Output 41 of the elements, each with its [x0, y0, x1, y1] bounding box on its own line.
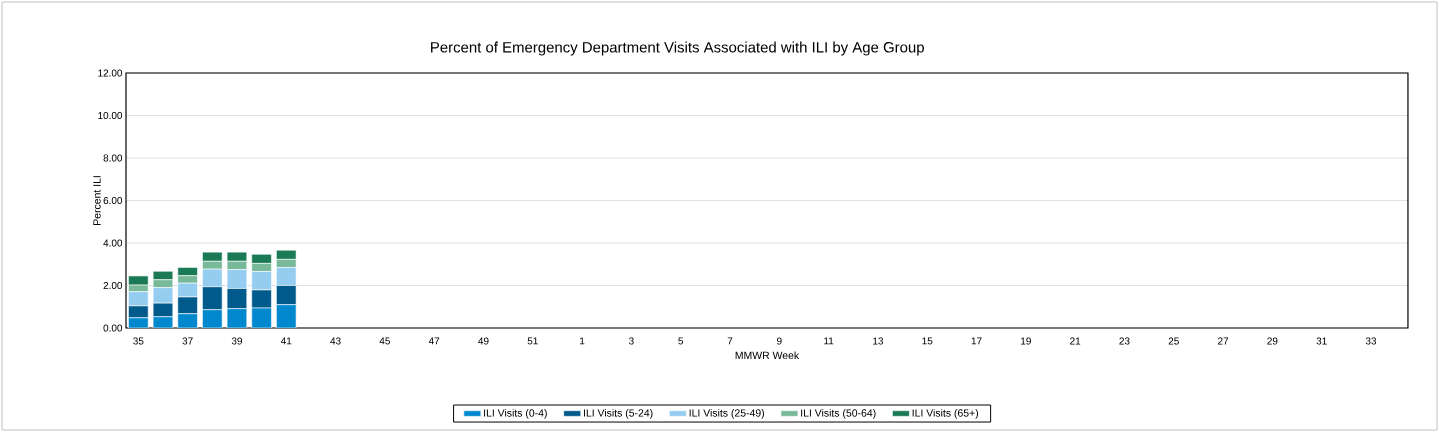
y-tick-label: 6.00	[103, 196, 123, 205]
x-tick-label: 41	[280, 337, 292, 345]
y-axis-title: Percent ILI	[93, 176, 101, 225]
x-tick-label: 39	[231, 337, 243, 345]
x-tick-label: 5	[678, 337, 684, 345]
legend-label: ILI Visits (5-24)	[583, 408, 653, 419]
x-tick-label: 37	[182, 337, 193, 345]
x-tick-label: 15	[922, 337, 933, 345]
legend-label: ILI Visits (65+)	[912, 408, 979, 419]
x-tick-label: 13	[873, 337, 884, 345]
y-tick-label: 0.00	[103, 324, 123, 332]
x-tick-label: 19	[1021, 337, 1031, 345]
x-tick-label: 31	[1316, 337, 1327, 345]
x-tick-label: 21	[1070, 337, 1081, 345]
x-tick-label: 35	[133, 337, 144, 345]
x-axis-title: MMWR Week	[735, 351, 800, 360]
legend-label: ILI Visits (25-49)	[689, 408, 764, 419]
x-tick-label: 9	[777, 337, 782, 345]
chart-title: Percent of Emergency Department Visits Associated with ILI by Age Group	[431, 41, 924, 56]
x-tick-label: 43	[330, 337, 341, 345]
x-tick-label: 17	[971, 337, 982, 345]
x-tick-label: 29	[1267, 337, 1278, 345]
x-tick-label: 25	[1168, 337, 1179, 345]
x-tick-label: 51	[527, 337, 538, 345]
x-tick-label: 3	[628, 337, 634, 345]
x-tick-label: 1	[580, 337, 585, 345]
y-tick-label: 2.00	[103, 281, 123, 290]
y-tick-label: 4.00	[103, 239, 123, 247]
x-tick-label: 49	[478, 337, 489, 345]
x-tick-label: 7	[727, 337, 733, 345]
x-tick-label: 27	[1218, 337, 1229, 345]
x-tick-label: 23	[1119, 337, 1130, 345]
x-tick-label: 45	[379, 337, 390, 345]
x-tick-label: 47	[428, 337, 440, 345]
y-tick-label: 10.00	[98, 111, 123, 120]
x-tick-label: 11	[824, 337, 834, 345]
y-tick-label: 8.00	[103, 154, 123, 162]
legend-label: ILI Visits (50-64)	[801, 408, 876, 419]
x-tick-label: 33	[1365, 337, 1377, 345]
y-tick-label: 12.00	[98, 69, 123, 77]
legend-label: ILI Visits (0-4)	[484, 408, 547, 419]
